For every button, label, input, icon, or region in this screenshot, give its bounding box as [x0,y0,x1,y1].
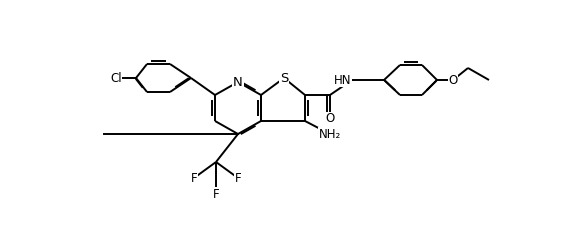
Text: NH₂: NH₂ [319,128,341,140]
Text: F: F [235,172,241,184]
Text: HN: HN [333,74,351,86]
Text: N: N [233,75,243,89]
Text: O: O [325,113,335,125]
Text: F: F [191,172,198,184]
Text: O: O [448,74,458,86]
Text: S: S [280,71,288,84]
Text: F: F [213,188,219,200]
Text: Cl: Cl [110,71,122,84]
